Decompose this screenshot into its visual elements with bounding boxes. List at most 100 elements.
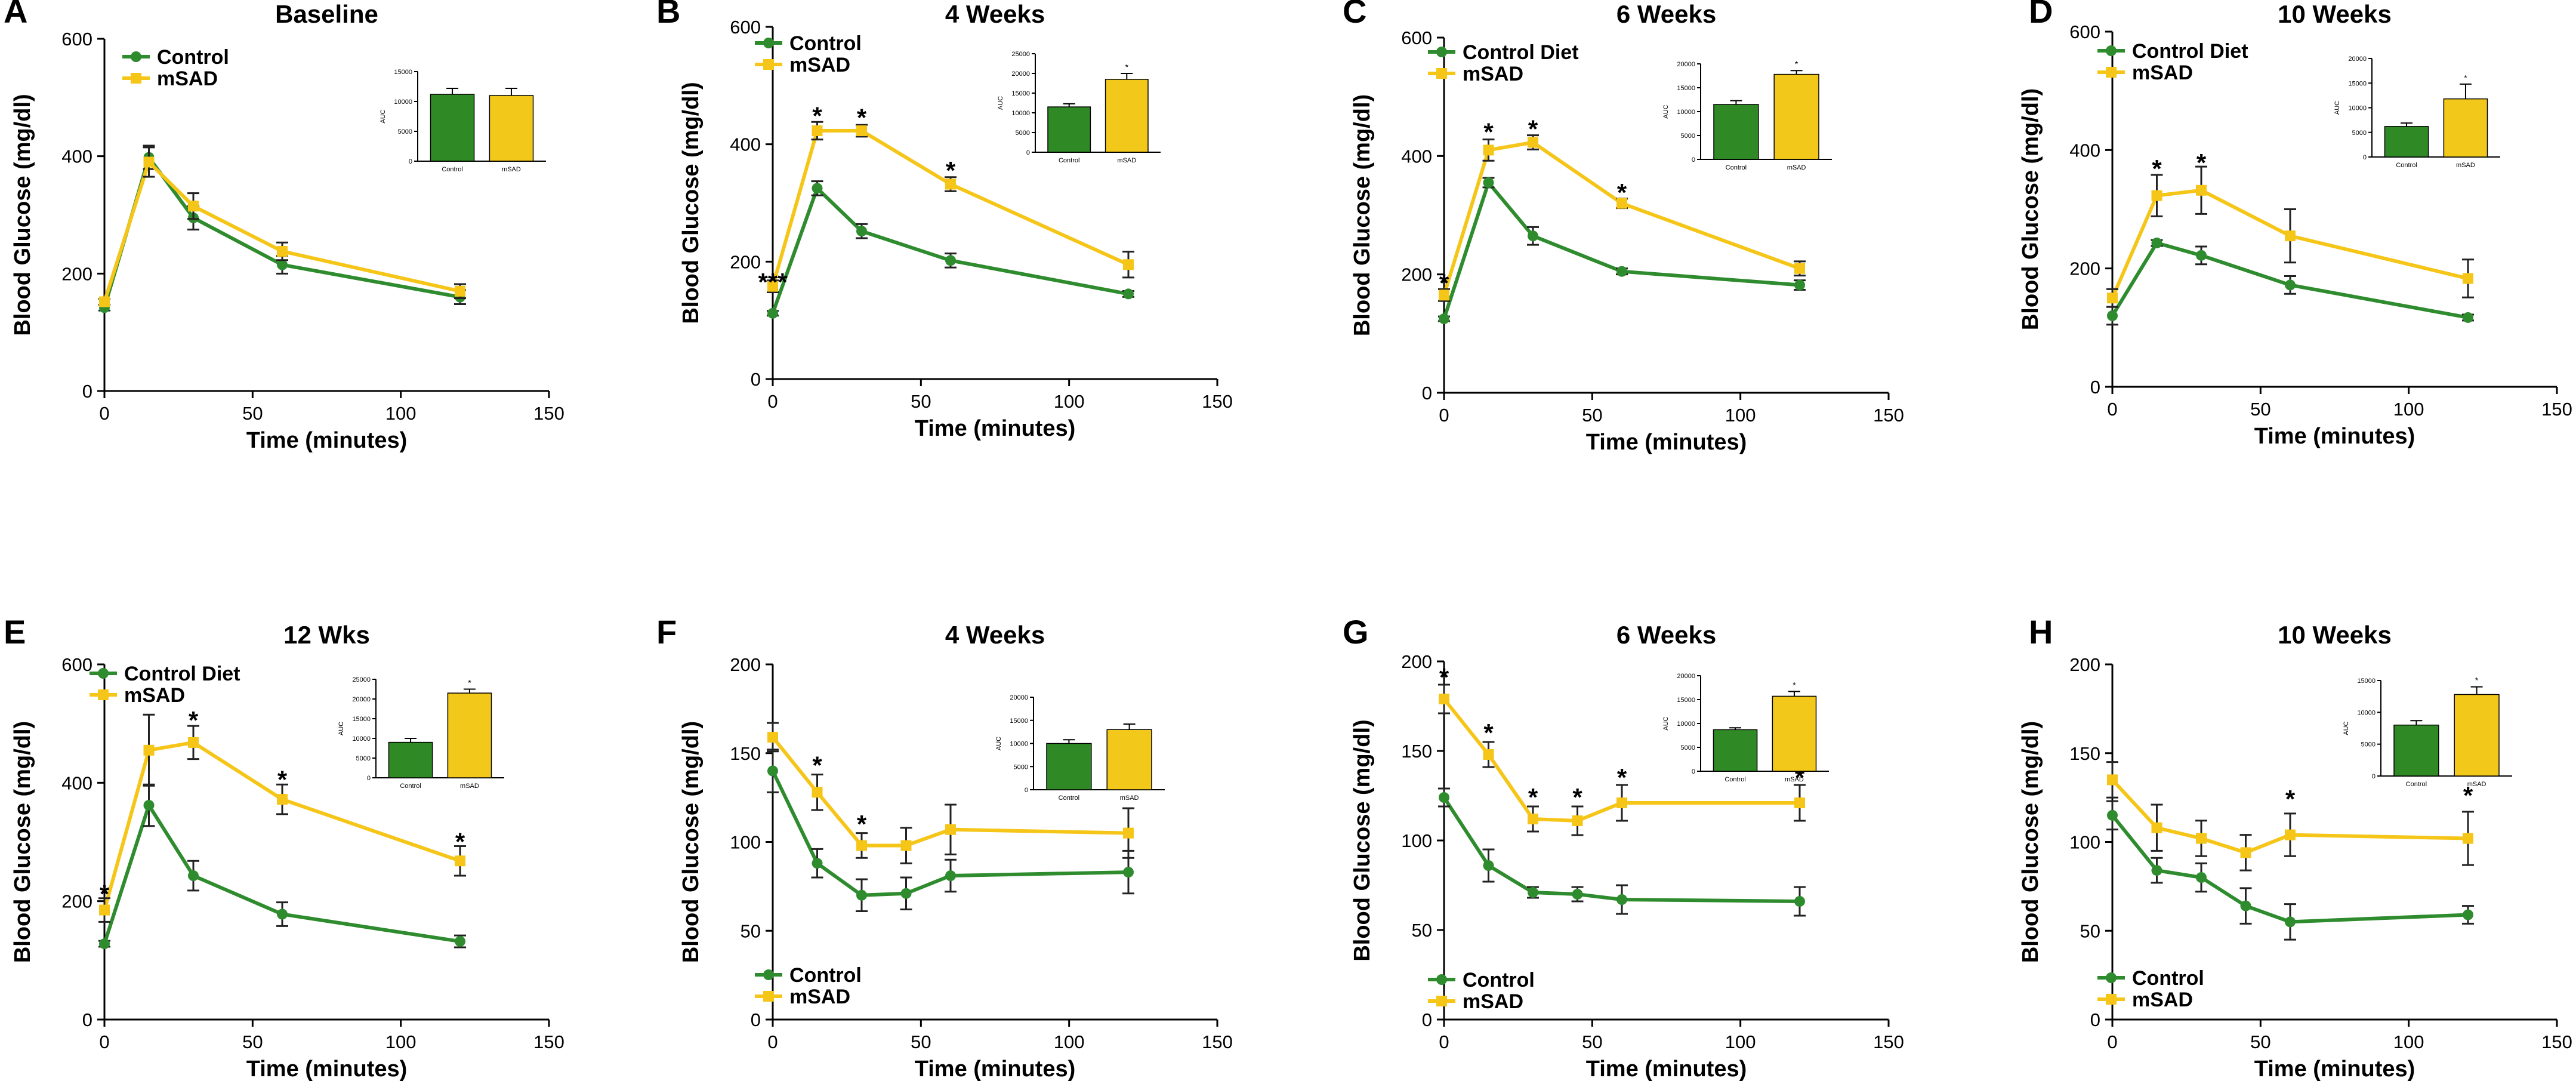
auc-inset: 0 5000 10000 15000 AUC Control mSAD * (2343, 676, 2512, 788)
data-point (277, 909, 288, 920)
inset-y-label: AUC (338, 722, 345, 735)
inset-bar-msad (1773, 73, 1819, 160)
series-msad (1438, 134, 1806, 302)
inset-bar-msad (1772, 695, 1817, 772)
y-tick-label: 0 (751, 369, 761, 390)
inset-bar-msad (2454, 694, 2500, 777)
y-tick-label: 600 (730, 17, 761, 38)
y-tick-label: 100 (730, 832, 761, 853)
inset-y-tick-label: 10000 (1677, 720, 1695, 728)
inset-y-tick-label: 0 (409, 158, 412, 165)
panel-title: Baseline (275, 0, 378, 28)
y-tick-label: 0 (82, 381, 92, 402)
legend-marker (763, 969, 774, 980)
data-point (188, 201, 199, 212)
data-point (455, 285, 465, 297)
y-tick-label: 600 (61, 654, 92, 675)
series-line (103, 153, 461, 309)
inset-y-tick-label: 10000 (2348, 105, 2367, 112)
significance-star: * (2152, 155, 2162, 183)
auc-inset: 0 5000 10000 15000 20000 25000 AUC Control mSAD * (338, 676, 504, 790)
series-line (1442, 796, 1800, 903)
significance-star: * (812, 752, 822, 780)
x-axis-label: Time (minutes) (915, 1057, 1076, 1082)
y-tick-label: 200 (1401, 264, 1432, 285)
legend-marker (763, 59, 774, 70)
data-point (1794, 263, 1805, 274)
data-point (856, 840, 867, 851)
x-tick-label: 100 (385, 403, 417, 424)
data-point (2463, 909, 2473, 920)
inset-bar-control (2384, 126, 2429, 158)
series-line (771, 770, 1129, 897)
series-line (1442, 698, 1800, 823)
data-point (812, 125, 823, 137)
inset-y-tick-label: 25000 (352, 676, 371, 683)
x-tick-label: 0 (99, 1031, 109, 1052)
significance-star: * (1483, 118, 1494, 146)
inset-y-tick-label: 15000 (1677, 85, 1695, 92)
series-line (771, 185, 1129, 314)
legend-label: mSAD (124, 684, 185, 707)
x-tick-label: 100 (385, 1031, 417, 1052)
x-tick-label: 0 (767, 1031, 778, 1052)
series-control (2106, 800, 2474, 941)
data-point (1123, 288, 1134, 300)
data-point (767, 281, 778, 292)
data-point (1794, 896, 1805, 907)
data-point (1616, 797, 1627, 808)
x-axis-label: Time (minutes) (915, 416, 1076, 441)
inset-y-tick-label: 0 (2372, 773, 2376, 780)
inset-significance-star: * (2475, 676, 2479, 685)
inset-y-tick-label: 25000 (1011, 51, 1030, 58)
panel-title: 6 Weeks (1616, 0, 1716, 28)
data-point (945, 870, 956, 882)
y-axis-label: Blood Glucose (mg/dl) (678, 721, 704, 963)
inset-category-label: Control (2406, 781, 2427, 788)
x-axis-label: Time (minutes) (1586, 430, 1747, 455)
inset-y-tick-label: 5000 (1016, 130, 1030, 137)
inset-y-label: AUC (2343, 721, 2350, 735)
inset-y-label: AUC (995, 737, 1002, 750)
inset-significance-star: * (1795, 59, 1798, 69)
x-tick-label: 50 (2250, 1031, 2270, 1052)
significance-star: * (1617, 763, 1627, 792)
significance-star: * (1439, 269, 1449, 297)
data-point (767, 307, 778, 319)
inset-y-tick-label: 20000 (1677, 61, 1695, 68)
data-point (277, 245, 288, 257)
legend-marker (131, 51, 141, 62)
inset-y-label: AUC (1662, 716, 1670, 730)
y-tick-label: 50 (1412, 920, 1432, 941)
data-point (1794, 797, 1805, 808)
y-tick-label: 50 (741, 920, 761, 941)
series-msad (2106, 761, 2474, 872)
legend-label: mSAD (789, 986, 850, 1008)
legend-marker (2106, 972, 2117, 983)
series-control (1438, 787, 1806, 917)
legend-label: Control (789, 964, 862, 987)
auc-inset: 0 5000 10000 15000 20000 AUC Control mSAD * (2334, 56, 2500, 169)
x-tick-label: 0 (99, 403, 109, 424)
inset-y-tick-label: 15000 (1010, 718, 1028, 725)
x-tick-label: 50 (1582, 1031, 1602, 1052)
significance-star: * (189, 706, 199, 734)
inset-y-tick-label: 10000 (1677, 109, 1695, 116)
x-tick-label: 50 (242, 1031, 263, 1052)
data-point (2240, 847, 2251, 858)
data-point (812, 787, 823, 798)
x-axis-label: Time (minutes) (2254, 1057, 2415, 1082)
inset-bar-control (430, 94, 475, 162)
y-tick-label: 150 (1401, 741, 1432, 762)
data-point (856, 226, 867, 237)
x-tick-label: 50 (911, 1031, 931, 1052)
y-tick-label: 400 (730, 134, 761, 155)
x-axis-label: Time (minutes) (246, 428, 408, 453)
y-tick-label: 150 (2069, 743, 2100, 764)
data-point (812, 858, 823, 869)
x-tick-label: 150 (1873, 1031, 1904, 1052)
data-point (99, 904, 110, 916)
data-point (2285, 279, 2296, 291)
inset-y-tick-label: 0 (367, 775, 371, 782)
